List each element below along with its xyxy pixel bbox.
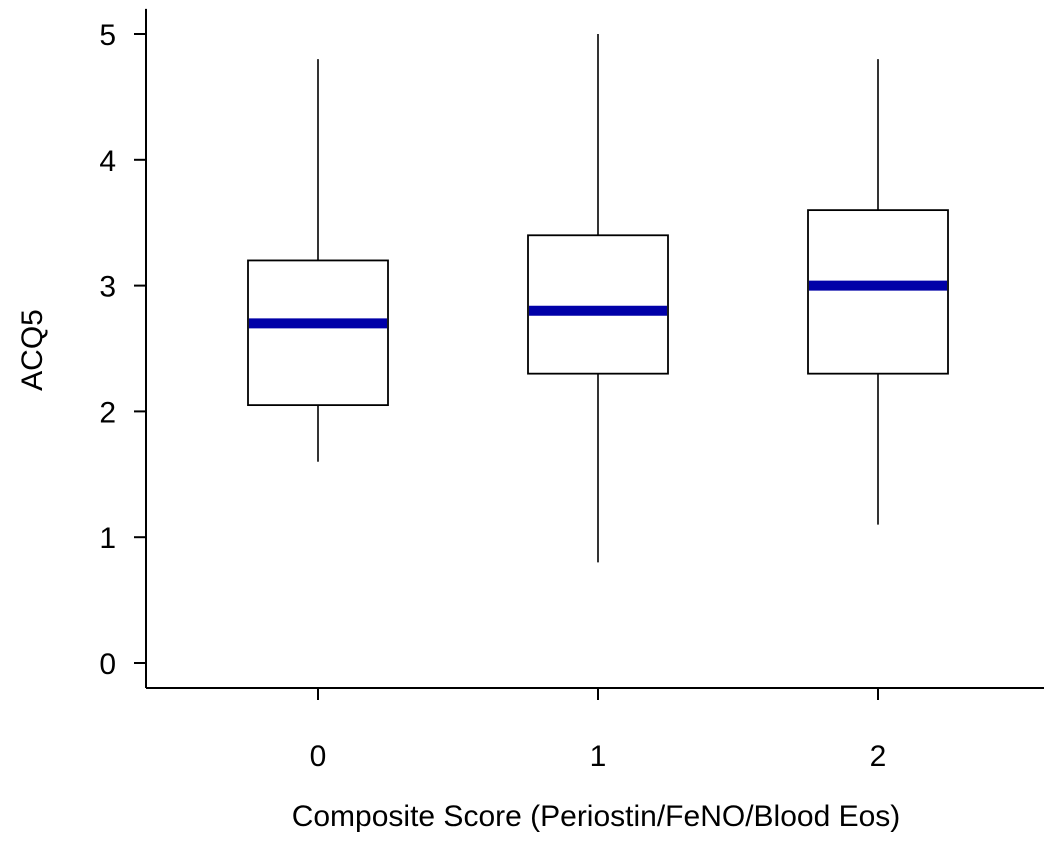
box-group-0 [247, 59, 389, 462]
iqr-box [247, 259, 389, 407]
box-group-1 [527, 34, 669, 563]
axes-layer: 0 1 2 3 4 5 0 1 2 [99, 8, 1044, 773]
marks-layer [247, 34, 949, 563]
box-group-2 [807, 59, 949, 525]
y-axis-title: ACQ5 [16, 309, 49, 391]
x-tick-label-2: 2 [870, 740, 887, 773]
x-tick-label-0: 0 [310, 740, 327, 773]
y-tick-label-1: 1 [99, 522, 116, 555]
x-tick-label-1: 1 [590, 740, 607, 773]
y-tick-label-3: 3 [99, 271, 116, 304]
iqr-box [527, 234, 669, 375]
y-tick-label-2: 2 [99, 396, 116, 429]
y-tick-label-0: 0 [99, 648, 116, 681]
x-axis-title: Composite Score (Periostin/FeNO/Blood Eo… [292, 800, 901, 833]
y-tick-label-4: 4 [99, 145, 116, 178]
iqr-box [807, 209, 949, 375]
y-tick-label-5: 5 [99, 19, 116, 52]
